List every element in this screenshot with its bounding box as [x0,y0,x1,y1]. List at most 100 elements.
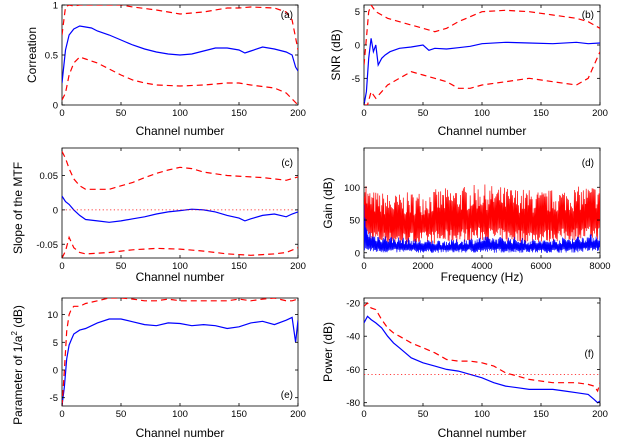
panel-a-xtick-label: 200 [290,108,306,119]
panel-b-xtick-label: 50 [418,108,429,119]
panel-c-plot [62,151,298,258]
panel-b-xtick-label: 0 [361,108,366,119]
panel-f-xtick-label: 100 [474,409,490,420]
panel-c-label: (c) [281,158,293,169]
panel-e-series-mean [62,316,298,406]
panel-a: 0 50 100 150 200 0 0.5 1 (a) Channel number Cor… [25,1,306,139]
panel-d-ytick-label: 100 [344,183,360,194]
panel-f-series-upper [364,302,600,393]
panel-e-ylabel-main: Parameter of 1/a [11,335,25,425]
panel-e-xlabel: Channel number [136,426,225,440]
panel-e-xtick-label: 150 [231,409,247,420]
panel-a-xtick-label: 100 [172,108,188,119]
panel-b-series-mean [364,38,600,105]
panel-b-xtick-label: 100 [474,108,490,119]
panel-d-ytick-label: 0 [355,248,360,259]
panel-d-series-mean [364,204,600,253]
panel-b-series-lower [364,51,600,105]
panel-e-ytick-label: 0 [53,366,58,377]
panel-f-ticks: 0 50 100 150 200 -20 -40 -60 -80 [346,298,608,420]
panel-e-ylabel-sup: 2 [10,331,19,336]
panel-d-ytick-label: 50 [349,216,360,227]
panel-d-xtick-label: 0 [361,261,366,272]
panel-b-xtick-label: 150 [533,108,549,119]
panel-b-plot [364,5,600,105]
panel-b-ytick-label: -5 [352,74,360,85]
panel-d-ylabel: Gain (dB) [321,177,335,228]
panel-d-series-upper [364,184,600,245]
panel-d-xtick-label: 6000 [530,261,551,272]
panel-c-series-upper [62,151,298,190]
panel-c: 0 50 100 150 2000.050-0.05 (c) Channel numbe… [11,147,306,284]
panel-b-ytick-label: 0 [355,41,360,52]
panel-f-ytick-label: -80 [346,398,360,409]
panel-e-xtick-label: 0 [59,409,64,420]
panel-e-series-upper [62,298,298,406]
panel-a-series-lower [62,56,298,105]
panel-b-ytick-label: 5 [355,7,360,18]
panel-e-xtick-label: 100 [172,409,188,420]
panel-b-series-upper [364,5,600,66]
panel-a-series-upper [62,5,298,51]
panel-d: 0 2000 4000 6000 8000 100 50 0 (d) Frequency (H… [321,147,611,284]
panel-d-plot [364,184,600,253]
panel-f-xlabel: Channel number [438,426,527,440]
panel-f-axes [363,297,601,407]
panel-d-xtick-label: 8000 [589,261,610,272]
panel-a-series-mean [62,25,298,84]
panel-f-xtick-label: 50 [418,409,429,420]
panel-c-ticks: 0 50 100 150 2000.050-0.05 [36,148,306,272]
panel-f-ytick-label: -40 [346,332,360,343]
panel-f: 0 50 100 150 200 -20 -40 -60 -80 (f) Channel num… [321,297,608,440]
panel-c-xtick-label: 50 [116,261,127,272]
panel-c-xlabel: Channel number [136,270,225,284]
panel-c-xtick-label: 200 [290,261,306,272]
panel-a-label: (a) [281,10,293,21]
panel-f-xtick-label: 150 [533,409,549,420]
panel-e-xtick-label: 50 [116,409,127,420]
panel-c-ylabel: Slope of the MTF [11,162,25,254]
panel-f-ylabel: Power (dB) [321,322,335,382]
panel-a-ytick-label: 0.5 [45,51,58,62]
panel-d-xtick-label: 2000 [412,261,433,272]
panel-b-label: (b) [582,10,594,21]
panel-e-axes [61,297,299,407]
panel-b-xlabel: Channel number [438,124,527,138]
panel-e-plot [62,298,298,406]
panel-e-ylabel-end: (dB) [11,305,25,331]
panel-e-ytick-label: 10 [47,310,58,321]
panel-e-ylabel: Parameter of 1/a2 (dB) [10,305,25,425]
panel-d-xlabel: Frequency (Hz) [441,270,524,284]
panel-f-xtick-label: 0 [361,409,366,420]
panel-e-label: (e) [281,390,293,401]
panel-b-xtick-label: 200 [592,108,608,119]
panel-b-ylabel: SNR (dB) [329,29,343,80]
panel-a-ylabel: Correation [25,27,39,83]
panel-e-ytick-label: 5 [53,338,58,349]
panel-f-xtick-label: 200 [592,409,608,420]
panel-a-plot [62,5,298,105]
panel-f-series-mean [364,315,600,404]
panel-f-plot [364,302,600,404]
panel-a-xlabel: Channel number [136,124,225,138]
panel-b-axes [363,4,601,106]
panel-c-ytick-label: 0.05 [40,171,59,182]
panel-c-xtick-label: 0 [59,261,64,272]
panel-a-xtick-label: 0 [59,108,64,119]
panel-a-xtick-label: 50 [116,108,127,119]
panel-d-ticks: 0 2000 4000 6000 8000 100 50 0 [344,148,611,272]
panel-a-ticks: 0 50 100 150 200 0 0.5 1 [45,1,306,120]
panel-a-xtick-label: 150 [231,108,247,119]
panel-d-label: (d) [582,158,594,169]
panel-a-ytick-label: 0 [53,101,58,112]
panel-c-xtick-label: 150 [231,261,247,272]
panel-a-ytick-label: 1 [53,1,58,12]
panel-c-series-mean [62,195,298,223]
panel-d-xtick-label: 4000 [471,261,492,272]
panel-e-xtick-label: 200 [290,409,306,420]
